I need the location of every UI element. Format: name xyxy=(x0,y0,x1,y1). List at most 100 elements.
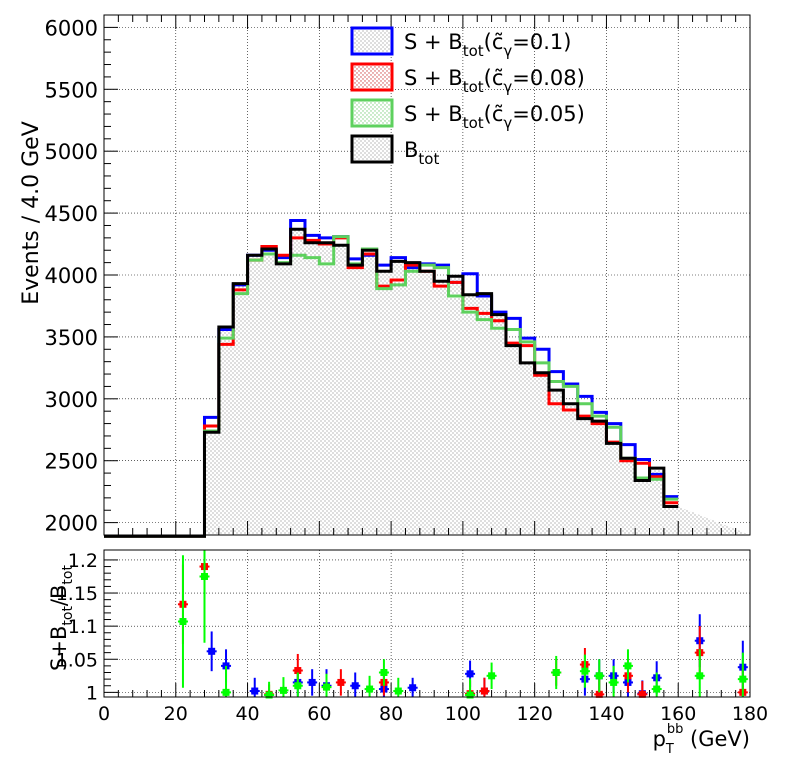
ratio-point xyxy=(466,691,474,699)
ratio-point xyxy=(696,672,704,680)
x-tick-label: 20 xyxy=(164,703,188,725)
y-tick-label: 1.2 xyxy=(68,550,98,572)
ratio-point xyxy=(466,670,474,678)
ratio-point xyxy=(323,683,331,691)
legend-swatch xyxy=(350,62,394,92)
legend-swatch xyxy=(350,134,394,164)
ratio-grid xyxy=(104,550,750,697)
ratio-point xyxy=(294,682,302,690)
legend-label-part: tot xyxy=(463,78,484,96)
ratio-y-axis-label: S+Btot/Btot xyxy=(47,565,76,671)
y-tick-label: 2000 xyxy=(45,512,98,536)
y-tick-label: 6000 xyxy=(45,16,98,40)
legend-label-part: (c̃ xyxy=(484,102,504,126)
ratio-point xyxy=(409,684,417,692)
y-tick-label: 4000 xyxy=(45,264,98,288)
x-tick-label: 120 xyxy=(517,703,553,725)
ratio-point xyxy=(488,672,496,680)
y-tick-label: 1.15 xyxy=(56,583,98,605)
y-tick-label: 1.1 xyxy=(68,616,98,638)
background-fill xyxy=(104,229,750,537)
legend: S + Btot(c̃γ=0.1)S + Btot(c̃γ=0.08)S + B… xyxy=(350,26,585,168)
legend-label: S + Btot(c̃γ=0.08) xyxy=(404,66,585,96)
ratio-point xyxy=(208,647,216,655)
x-tick-label: 40 xyxy=(235,703,259,725)
y-tick-label: 1.05 xyxy=(56,649,98,671)
legend-label-part: γ xyxy=(503,78,512,96)
legend-label: S + Btot(c̃γ=0.05) xyxy=(404,102,585,132)
legend-label-part: S + B xyxy=(404,66,463,90)
ratio-y-tick-labels: 1 1.05 1.1 1.15 1.2 xyxy=(56,550,98,704)
legend-label-part: tot xyxy=(418,150,439,168)
legend-label-part: tot xyxy=(463,114,484,132)
ratio-ticks xyxy=(103,559,751,697)
ratio-point xyxy=(380,669,388,676)
ratio-point xyxy=(739,675,747,683)
legend-label-part: (c̃ xyxy=(484,30,504,54)
ratio-point xyxy=(308,678,316,686)
ratio-panel: 1 1.05 1.1 1.15 1.2 0 20 40 60 80 100 120 140 160 180… xyxy=(47,549,768,757)
ratio-point xyxy=(294,667,302,675)
ratio-frame xyxy=(103,549,751,698)
y-tick-label: 5500 xyxy=(45,78,98,102)
x-tick-label: 0 xyxy=(98,703,110,725)
top-panel: 2000 2500 3000 3500 4000 4500 5000 5500 6000 Eve… xyxy=(19,14,751,538)
x-tick-label: 160 xyxy=(660,703,696,725)
legend-swatch xyxy=(350,98,394,128)
ratio-point xyxy=(394,687,402,695)
y-tick-label: 5000 xyxy=(45,140,98,164)
ratio-points xyxy=(177,550,748,699)
ratio-point xyxy=(595,672,603,680)
x-tick-label: 100 xyxy=(445,703,481,725)
ratio-point xyxy=(222,688,230,696)
legend-label-part: γ xyxy=(503,42,512,60)
y-tick-label: 3000 xyxy=(45,388,98,412)
legend-label-part: tot xyxy=(463,42,484,60)
ratio-point xyxy=(337,678,345,686)
ratio-point xyxy=(351,682,359,690)
ratio-point xyxy=(251,687,259,695)
top-ticks xyxy=(103,15,751,535)
ratio-point xyxy=(581,667,589,675)
y-tick-label: 4500 xyxy=(45,202,98,226)
x-axis-label: pTbb (GeV) xyxy=(653,722,750,757)
top-y-tick-labels: 2000 2500 3000 3500 4000 4500 5000 5500 6000 xyxy=(45,16,98,535)
x-tick-label: 140 xyxy=(588,703,624,725)
top-series xyxy=(104,219,679,538)
ratio-point xyxy=(200,572,208,580)
x-tick-label: 60 xyxy=(307,703,331,725)
legend-label-part: =0.1) xyxy=(512,30,571,54)
legend-label-part: γ xyxy=(503,114,512,132)
background-hatch xyxy=(104,229,750,537)
legend-label-part: =0.05) xyxy=(512,102,585,126)
top-y-axis-label: Events / 4.0 GeV xyxy=(19,121,44,305)
ratio-point xyxy=(179,618,187,626)
x-tick-label: 80 xyxy=(379,703,403,725)
legend-label-part: =0.08) xyxy=(512,66,585,90)
y-tick-label: 1 xyxy=(86,682,98,704)
ratio-point xyxy=(624,662,632,670)
legend-label: S + Btot(c̃γ=0.1) xyxy=(404,30,571,60)
y-tick-label: 2500 xyxy=(45,450,98,474)
ratio-point xyxy=(279,686,287,694)
legend-label: Btot xyxy=(404,138,439,168)
ratio-point xyxy=(595,690,603,698)
ratio-point xyxy=(653,685,661,693)
x-tick-labels: 0 20 40 60 80 100 120 140 160 180 xyxy=(98,703,768,725)
legend-label-part: (c̃ xyxy=(484,66,504,90)
legend-label-part: S + B xyxy=(404,102,463,126)
legend-swatch xyxy=(350,26,394,56)
ratio-point xyxy=(638,690,646,698)
x-tick-label: 180 xyxy=(732,703,768,725)
ratio-point xyxy=(610,678,618,686)
legend-label-part: S + B xyxy=(404,30,463,54)
ratio-point xyxy=(552,669,560,676)
ratio-point xyxy=(480,687,488,695)
series-background-line xyxy=(104,227,679,538)
ratio-point xyxy=(265,691,273,699)
y-tick-label: 3500 xyxy=(45,326,98,350)
legend-label-part: B xyxy=(404,138,418,162)
ratio-point xyxy=(366,685,374,693)
